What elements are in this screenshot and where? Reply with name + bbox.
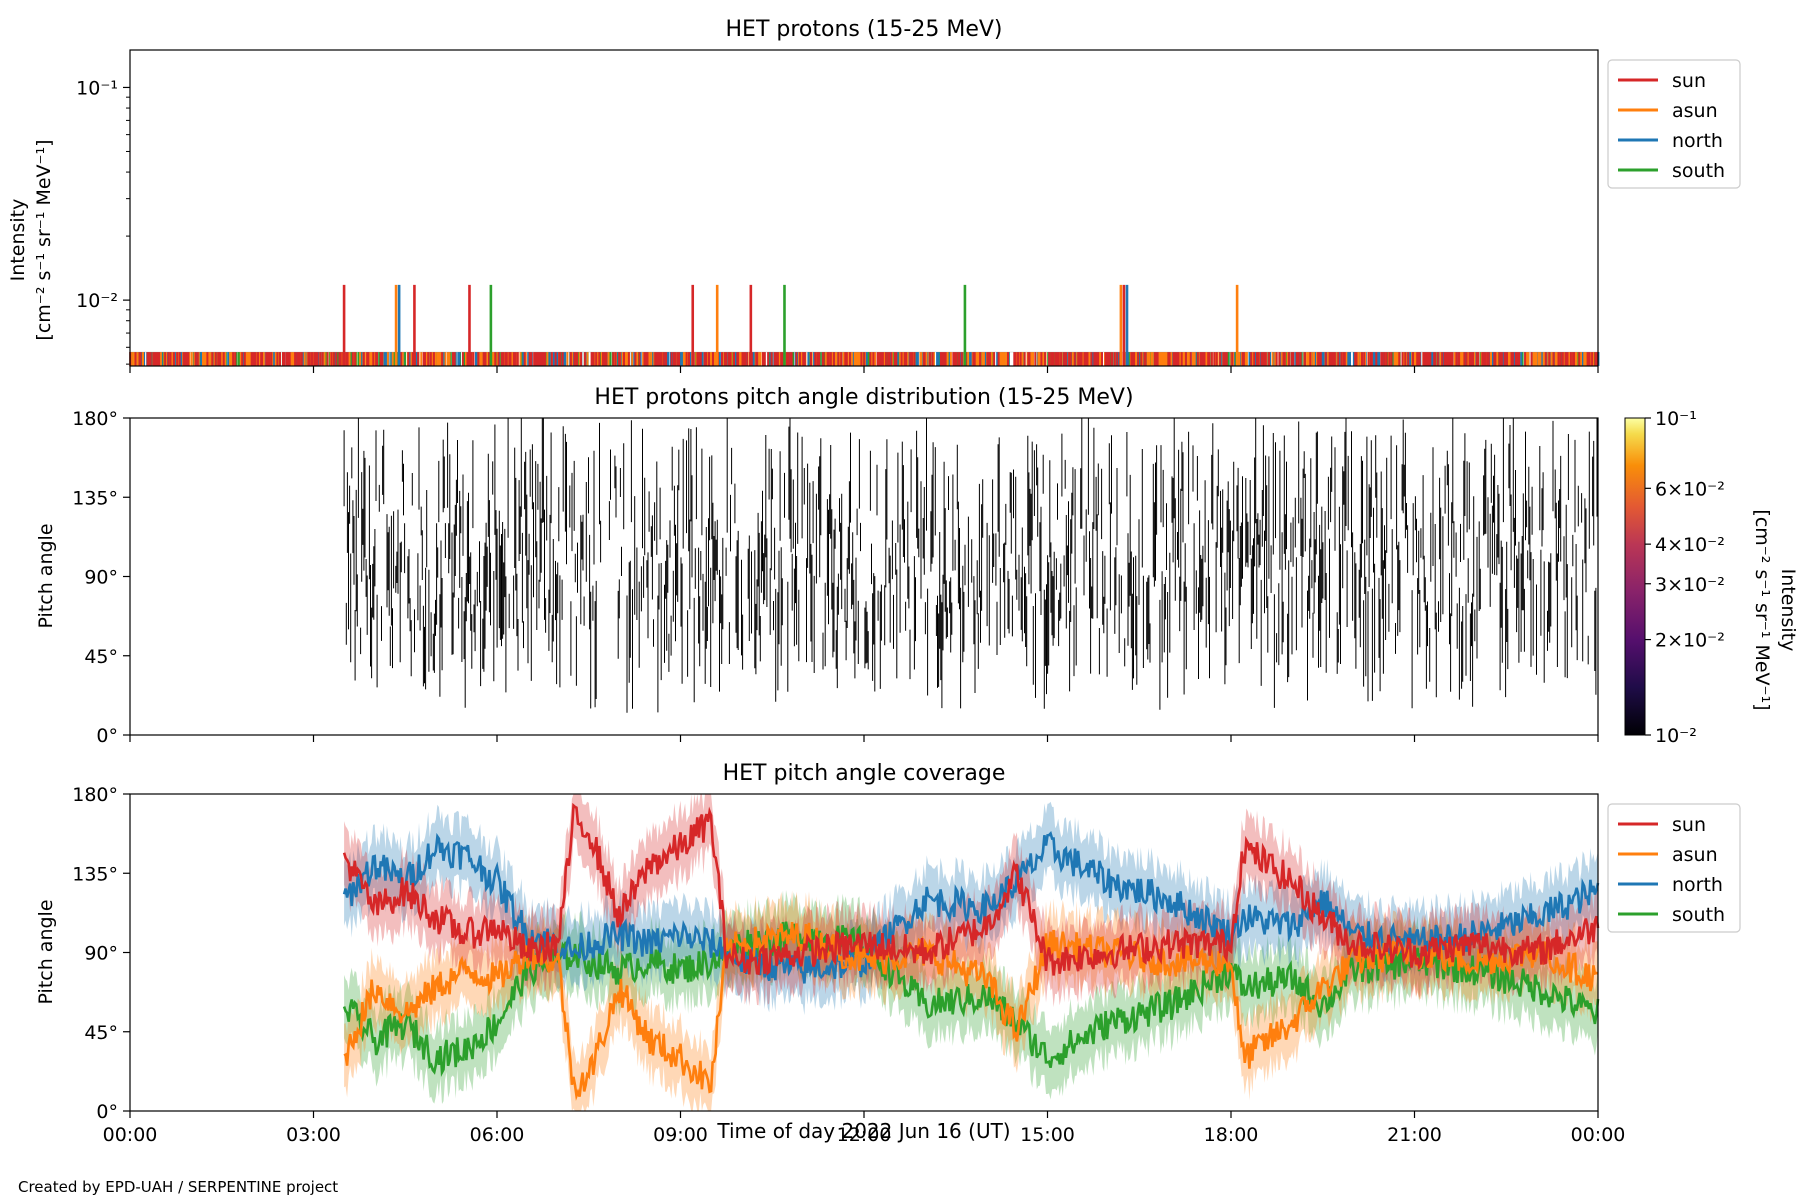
p3-legend-label-north: north [1672,874,1723,896]
p3-ytick-label: 90° [84,943,118,965]
pad-plot-area: 0° 45° 90° 135° 180° [72,408,1599,747]
p2-ytick-label: 0° [96,725,118,747]
p3-band-asun [344,890,1599,1111]
panel1-title: HET protons (15-25 MeV) [726,17,1003,42]
colorbar-tick-label: 6×10⁻² [1655,478,1725,500]
coverage-panel: HET pitch angle coverage 0° 45° 90° 135° 180… [35,761,1741,1146]
p2-ytick-label: 90° [84,567,118,589]
p3-legend-box [1607,803,1741,933]
p3-legend-label-south: south [1672,904,1725,926]
colorbar: 10⁻¹ 6×10⁻² 4×10⁻² 3×10⁻² 2×10⁻² 10⁻² [1624,408,1725,747]
colorbar-tick-label: 10⁻¹ [1655,408,1697,430]
p3-ytick-label: 45° [84,1022,118,1044]
colorbar-label-line2: [cm⁻² s⁻¹ sr⁻¹ MeV⁻¹] [1751,509,1773,710]
x-axis-label: Time of day 2022 Jun 16 (UT) [716,1119,1010,1143]
colorbar-tick-label: 3×10⁻² [1655,574,1725,596]
panel3-title: HET pitch angle coverage [723,761,1006,786]
p1-legend-box [1607,59,1741,189]
panel2-ylabel: Pitch angle [35,523,57,628]
p3-ytick-label: 180° [72,784,118,806]
p3-band-north [344,801,1599,1016]
colorbar-tick-label: 2×10⁻² [1655,630,1725,652]
x-tick-label: 03:00 [286,1124,341,1146]
p1-legend-label-asun: asun [1672,100,1718,122]
p1-legend-label-south: south [1672,160,1725,182]
p1-legend-label-sun: sun [1672,70,1706,92]
p1-legend-label-north: north [1672,130,1723,152]
p1-frame [129,49,1599,367]
p3-legend-label-sun: sun [1672,814,1706,836]
panel3-ylabel: Pitch angle [35,899,57,1004]
intensity-panel: HET protons (15-25 MeV) 10⁻¹ 10⁻² Intensi… [7,17,1741,373]
x-tick-label: 09:00 [653,1124,708,1146]
x-tick-label: 00:00 [103,1124,158,1146]
colorbar-gradient [1624,417,1646,736]
p1-ytick-label: 10⁻¹ [76,77,118,99]
p2-pad-segments [343,418,1598,713]
p3-ytick-label: 0° [96,1101,118,1123]
pad-panel: HET protons pitch angle distribution (15… [35,385,1799,747]
p3-ytick-label: 135° [72,863,118,885]
p2-ytick-label: 45° [84,646,118,668]
x-tick-label: 15:00 [1020,1124,1075,1146]
p1-ytick-label: 10⁻² [76,290,118,312]
panel2-title: HET protons pitch angle distribution (15… [594,385,1133,410]
panel1-ylabel-line2: [cm⁻² s⁻¹ sr⁻¹ MeV⁻¹] [33,139,55,340]
x-tick-label: 21:00 [1387,1124,1442,1146]
colorbar-tick-label: 4×10⁻² [1655,534,1725,556]
x-tick-label: 12:00 [837,1124,892,1146]
p3-line-asun [343,921,1599,1101]
panel3-legend: sun asun north south [1607,803,1741,933]
x-tick-label: 18:00 [1204,1124,1259,1146]
p3-line-sun [342,802,1600,976]
p3-band-sun [344,794,1599,1008]
intensity-plot-area: 10⁻¹ 10⁻² [76,49,1600,373]
p2-ytick-label: 180° [72,408,118,430]
x-tick-label: 06:00 [470,1124,525,1146]
coverage-plot-area: 0° 45° 90° 135° 180° 00:00 03:00 06:00 09:00 12:0… [72,784,1625,1146]
footer-credit: Created by EPD-UAH / SERPENTINE project [18,1178,338,1196]
colorbar-label-line1: Intensity [1777,569,1799,652]
p2-ytick-label: 135° [72,487,118,509]
panel1-legend: sun asun north south [1607,59,1741,189]
p3-legend-label-asun: asun [1672,844,1718,866]
colorbar-tick-label: 10⁻² [1655,725,1697,747]
x-tick-label: 00:00 [1571,1124,1626,1146]
panel1-ylabel-line1: Intensity [7,199,29,282]
